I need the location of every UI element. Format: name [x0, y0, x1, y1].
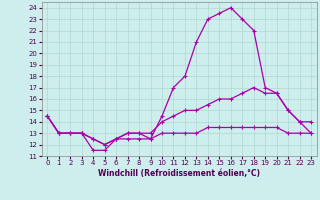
X-axis label: Windchill (Refroidissement éolien,°C): Windchill (Refroidissement éolien,°C) — [98, 169, 260, 178]
